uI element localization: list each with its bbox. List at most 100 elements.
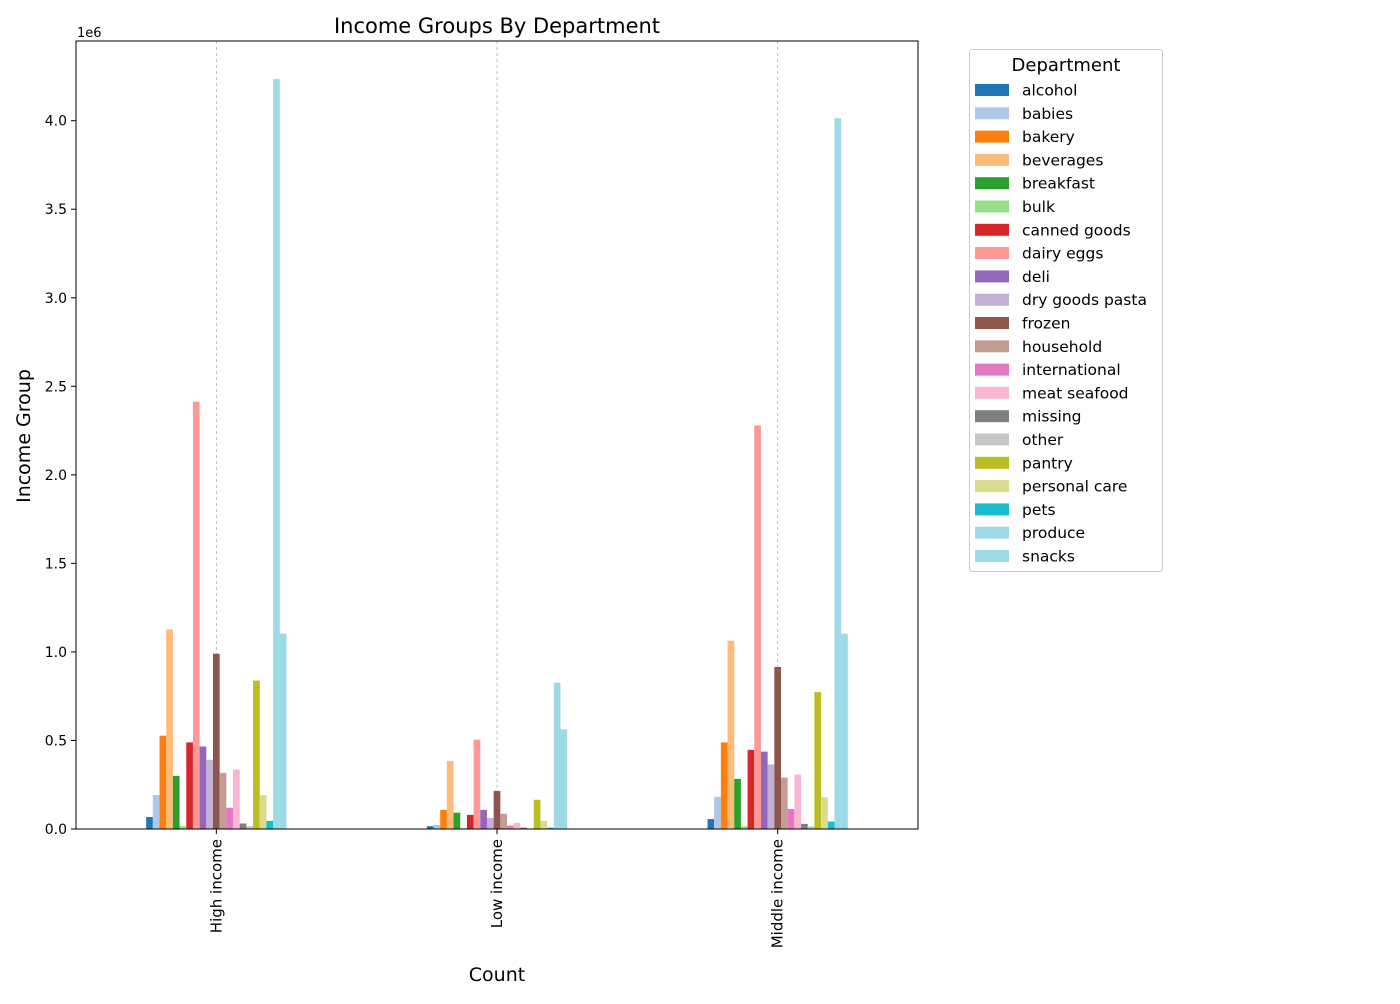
legend-label: household bbox=[1022, 338, 1102, 356]
legend-label: babies bbox=[1022, 105, 1073, 123]
bar-meat-seafood bbox=[794, 775, 801, 829]
y-tick-label: 1.0 bbox=[45, 645, 67, 661]
y-tick-label: 0.0 bbox=[45, 822, 67, 838]
y-tick-label: 3.0 bbox=[45, 291, 67, 307]
bar-meat-seafood bbox=[514, 823, 521, 829]
legend-swatch-babies bbox=[975, 107, 1009, 119]
bar-bakery bbox=[440, 810, 447, 829]
legend-label: bulk bbox=[1022, 198, 1055, 216]
y-tick-label: 3.5 bbox=[45, 202, 67, 218]
bar-meat-seafood bbox=[233, 770, 240, 829]
legend-label: beverages bbox=[1022, 151, 1103, 169]
legend-label: pantry bbox=[1022, 454, 1073, 472]
y-tick-label: 2.0 bbox=[45, 468, 67, 484]
legend-swatch-other bbox=[975, 434, 1009, 446]
legend-swatch-deli bbox=[975, 270, 1009, 282]
legend-label: dairy eggs bbox=[1022, 245, 1103, 263]
y-tick-label: 4.0 bbox=[45, 114, 67, 130]
bar-personal-care bbox=[260, 795, 267, 829]
legend-swatch-bulk bbox=[975, 201, 1009, 213]
bar-babies bbox=[434, 825, 441, 829]
bar-alcohol bbox=[146, 817, 153, 829]
legend-swatch-pantry bbox=[975, 457, 1009, 469]
legend-swatch-household bbox=[975, 340, 1009, 352]
bar-pantry bbox=[814, 692, 821, 829]
legend-label: deli bbox=[1022, 268, 1050, 286]
bar-deli bbox=[200, 746, 207, 829]
bar-household bbox=[500, 814, 507, 829]
bar-missing bbox=[240, 824, 247, 829]
bar-dry-goods-pasta bbox=[768, 765, 775, 829]
legend-swatch-beverages bbox=[975, 154, 1009, 166]
bar-breakfast bbox=[454, 813, 461, 829]
legend-label: breakfast bbox=[1022, 175, 1095, 193]
y-tick-label: 2.5 bbox=[45, 379, 67, 395]
bar-babies bbox=[153, 795, 160, 829]
y-tick-label: 0.5 bbox=[45, 733, 67, 749]
legend-label: international bbox=[1022, 361, 1121, 379]
legend-swatch-international bbox=[975, 364, 1009, 376]
bar-dairy-eggs bbox=[474, 740, 481, 829]
bar-babies bbox=[714, 797, 721, 829]
bar-dry-goods-pasta bbox=[487, 818, 494, 829]
legend-label: snacks bbox=[1022, 548, 1075, 566]
chart-title: Income Groups By Department bbox=[334, 14, 660, 38]
bar-produce bbox=[273, 79, 280, 829]
bar-produce bbox=[554, 683, 561, 829]
bar-bakery bbox=[721, 742, 728, 829]
x-axis-label: Count bbox=[469, 964, 525, 986]
bar-international bbox=[788, 809, 795, 829]
bar-household bbox=[781, 778, 788, 829]
legend-label: frozen bbox=[1022, 315, 1070, 333]
bar-international bbox=[507, 826, 514, 829]
legend-label: dry goods pasta bbox=[1022, 291, 1147, 309]
legend-swatch-bakery bbox=[975, 131, 1009, 143]
legend-swatch-dairy-eggs bbox=[975, 247, 1009, 259]
bar-snacks bbox=[560, 729, 567, 829]
bar-pets bbox=[266, 821, 273, 829]
bar-pantry bbox=[534, 800, 541, 829]
bar-international bbox=[226, 808, 233, 829]
legend-label: personal care bbox=[1022, 478, 1127, 496]
x-tick-label: Low income bbox=[488, 839, 506, 928]
legend-label: produce bbox=[1022, 524, 1085, 542]
bar-snacks bbox=[841, 634, 848, 829]
bar-dairy-eggs bbox=[754, 425, 761, 829]
bar-produce bbox=[834, 118, 841, 829]
legend-label: canned goods bbox=[1022, 221, 1131, 239]
legend-swatch-personal-care bbox=[975, 480, 1009, 492]
bar-canned-goods bbox=[467, 815, 474, 829]
legend-label: other bbox=[1022, 431, 1064, 449]
legend-label: missing bbox=[1022, 408, 1082, 426]
bar-alcohol bbox=[708, 819, 715, 829]
legend-label: alcohol bbox=[1022, 82, 1077, 100]
legend-swatch-frozen bbox=[975, 317, 1009, 329]
legend-label: pets bbox=[1022, 501, 1056, 519]
legend-swatch-pets bbox=[975, 503, 1009, 515]
bar-snacks bbox=[280, 634, 287, 829]
legend-swatch-meat-seafood bbox=[975, 387, 1009, 399]
y-tick-label: 1.5 bbox=[45, 556, 67, 572]
legend-swatch-canned-goods bbox=[975, 224, 1009, 236]
legend-swatch-alcohol bbox=[975, 84, 1009, 96]
legend-label: bakery bbox=[1022, 128, 1075, 146]
legend-swatch-snacks bbox=[975, 550, 1009, 562]
bar-frozen bbox=[494, 791, 501, 829]
bar-dairy-eggs bbox=[193, 402, 200, 829]
legend-label: meat seafood bbox=[1022, 384, 1129, 402]
bar-household bbox=[220, 773, 227, 829]
legend-title: Department bbox=[1012, 55, 1121, 76]
bar-frozen bbox=[213, 654, 220, 829]
bar-dry-goods-pasta bbox=[206, 760, 213, 829]
bar-canned-goods bbox=[186, 742, 193, 829]
bar-canned-goods bbox=[748, 750, 755, 829]
bar-deli bbox=[761, 752, 768, 829]
bar-frozen bbox=[774, 667, 781, 829]
bar-personal-care bbox=[540, 821, 547, 829]
legend-swatch-produce bbox=[975, 527, 1009, 539]
legend-swatch-breakfast bbox=[975, 177, 1009, 189]
bar-bakery bbox=[160, 736, 167, 829]
legend-swatch-missing bbox=[975, 410, 1009, 422]
x-tick-label: Middle income bbox=[769, 839, 787, 948]
